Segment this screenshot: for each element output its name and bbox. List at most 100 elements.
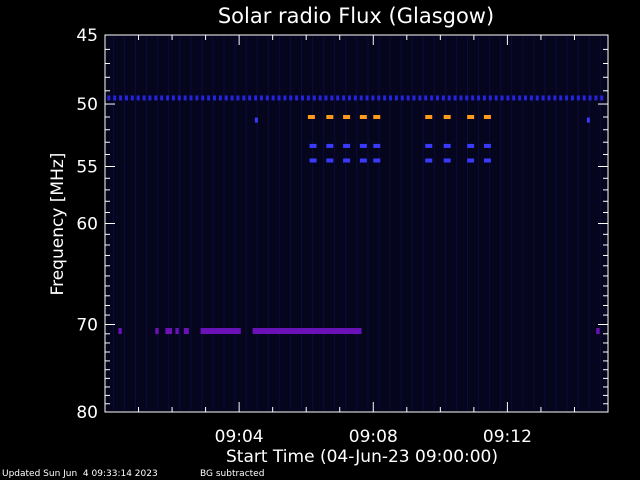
band-dot [453,95,457,101]
band-dot [230,95,234,101]
band-dot [383,95,387,101]
y-tick-label: 70 [76,316,98,336]
band-dot [424,95,428,101]
band-dot [177,95,181,101]
band-dot [600,95,604,101]
x-axis: 09:04 09:08 09:12 [138,35,575,447]
y-tick-label: 45 [76,26,98,46]
band-dot [224,95,228,101]
band-dot [312,95,316,101]
band-dot [576,95,580,101]
y-tick-label: 50 [76,95,98,115]
band-dot [289,95,293,101]
band-dot [171,95,175,101]
band-dot [482,95,486,101]
band-dot [142,95,146,101]
band-dot [218,95,222,101]
band-dot [565,95,569,101]
band-segment [326,143,334,148]
spectrogram-marks [107,95,604,335]
band-dot [306,95,310,101]
band-dot [488,95,492,101]
band-dot [124,95,128,101]
band-run [252,328,362,335]
band-dot [553,95,557,101]
band-segment [467,115,475,120]
band-dot [160,95,164,101]
band-dot [547,95,551,101]
band-dot [330,95,334,101]
band-dot [212,95,216,101]
band-dot [441,95,445,101]
band-segment [467,143,475,148]
band-dot [535,95,539,101]
band-run [118,328,122,335]
band-segment [343,158,351,163]
band-dot [242,95,246,101]
band-dot [207,95,211,101]
band-dot [254,95,258,101]
band-dot [412,95,416,101]
band-dot [265,95,269,101]
y-tick-label: 55 [76,157,98,177]
band-dot [447,95,451,101]
band-dot [248,95,252,101]
band-dot [359,95,363,101]
band-dot [154,95,158,101]
band-run [183,328,189,335]
band-dot [465,95,469,101]
y-axis: 45 50 55 60 70 80 [76,26,608,423]
band-dot [529,95,533,101]
chart-title: Solar radio Flux (Glasgow) [218,4,494,28]
y-axis-label: Frequency [MHz] [48,153,68,296]
band-segment [483,143,491,148]
band-dot [201,95,205,101]
band-dot [512,95,516,101]
band-dot [459,95,463,101]
x-tick-label: 09:08 [349,427,398,447]
band-run [596,328,600,335]
band-segment [483,158,491,163]
band-dot [394,95,398,101]
band-dot [236,95,240,101]
band-dot [494,95,498,101]
x-tick-label: 09:04 [215,427,264,447]
band-dot [189,95,193,101]
band-dot [347,95,351,101]
band-dot [389,95,393,101]
isolated-mark [586,117,590,123]
band-dot [377,95,381,101]
band-dot [582,95,586,101]
band-dot [477,95,481,101]
bg-subtracted-note: BG subtracted [200,469,265,479]
band-run [165,328,173,335]
band-segment [443,115,451,120]
band-dot [324,95,328,101]
band-dot [588,95,592,101]
y-tick-label: 60 [76,215,98,235]
band-segment [326,158,334,163]
band-dot [295,95,299,101]
band-dot [283,95,287,101]
band-dot [183,95,187,101]
band-segment [373,115,381,120]
band-segment [425,115,433,120]
band-dot [406,95,410,101]
band-dot [559,95,563,101]
band-segment [359,115,367,120]
band-run [175,328,179,335]
band-dot [119,95,123,101]
updated-timestamp: Updated Sun Jun 4 09:33:14 2023 [2,469,158,479]
band-dot [130,95,134,101]
band-dot [400,95,404,101]
band-dot [524,95,528,101]
band-dot [107,95,111,101]
band-dot [430,95,434,101]
isolated-mark [254,117,258,123]
x-tick-label: 09:12 [483,427,532,447]
band-segment [373,143,381,148]
band-dot [365,95,369,101]
x-axis-label: Start Time (04-Jun-23 09:00:00) [226,447,498,467]
band-segment [425,158,433,163]
